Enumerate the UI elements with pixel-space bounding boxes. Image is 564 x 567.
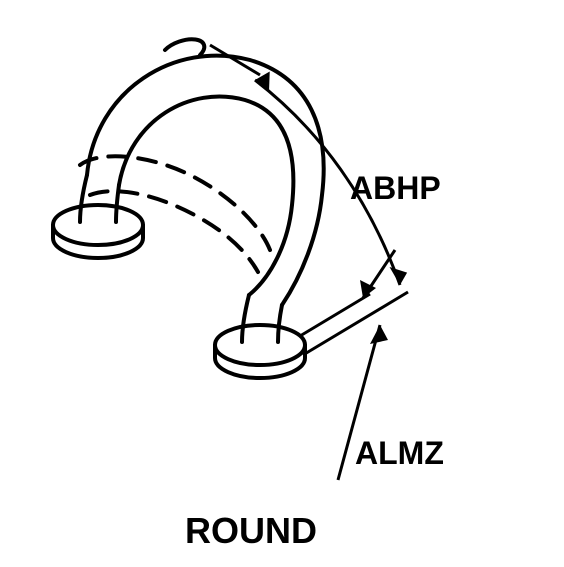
right-base-top: [215, 325, 305, 365]
left-leg-outer: [80, 175, 87, 222]
right-leg-outer: [278, 305, 282, 342]
abhp-label: ABHP: [350, 170, 441, 207]
almz-lower-arrow: [370, 325, 388, 344]
almz-ext-top: [300, 294, 370, 336]
diagram-container: ABHP ALMZ ROUND: [0, 0, 564, 567]
hidden-lines: [80, 156, 270, 272]
handle-body: [53, 39, 324, 378]
apex-round-hint: [165, 39, 204, 55]
title-label: ROUND: [185, 510, 317, 552]
almz-label: ALMZ: [355, 435, 444, 472]
left-base-side: [53, 225, 143, 258]
arch-inner: [119, 97, 293, 295]
hidden-centerline-upper: [80, 156, 270, 250]
handle-diagram-svg: [0, 0, 564, 567]
right-leg-inner: [242, 295, 249, 342]
left-base-top: [53, 205, 143, 245]
right-base-side: [215, 345, 305, 378]
arch-outer: [87, 56, 324, 305]
